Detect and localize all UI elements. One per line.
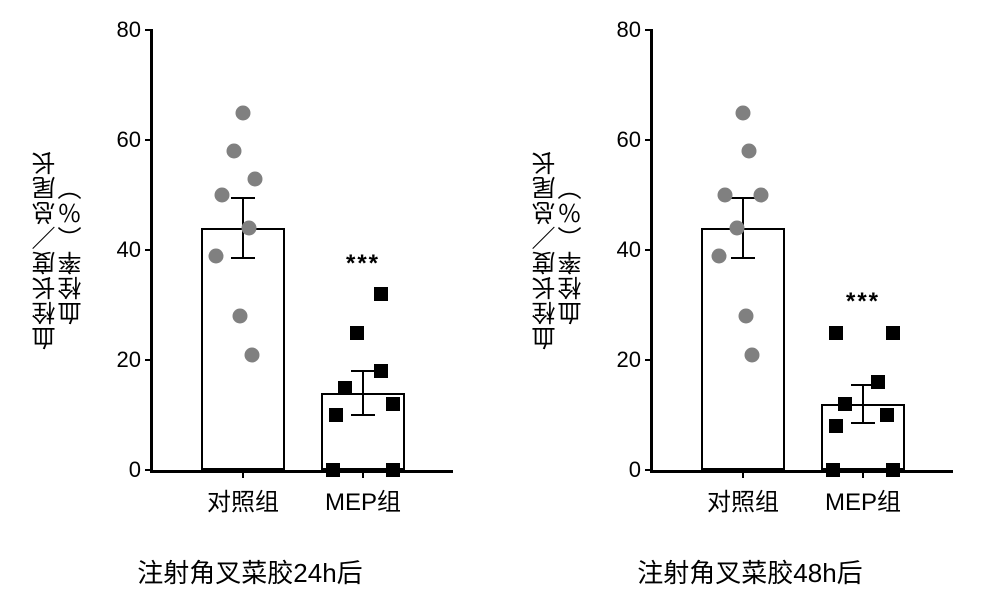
y-tick-label: 20	[617, 347, 653, 373]
y-axis-label: 血栓长度／总尾长血栓率（％）	[530, 30, 590, 470]
chart-panel-48h: 020406080对照组MEP组***血栓长度／总尾长血栓率（％）注射角叉菜胶4…	[520, 0, 980, 600]
data-point-circle	[712, 248, 727, 263]
data-point-circle	[739, 309, 754, 324]
x-tick-label: MEP组	[825, 470, 901, 517]
data-point-square	[886, 326, 900, 340]
y-tick-label: 60	[617, 127, 653, 153]
plot-area: 020406080对照组MEP组***	[150, 30, 453, 473]
y-tick-label: 20	[117, 347, 153, 373]
significance-label: ***	[346, 250, 380, 278]
data-point-circle	[209, 248, 224, 263]
plot-area: 020406080对照组MEP组***	[650, 30, 953, 473]
data-point-circle	[245, 347, 260, 362]
y-tick-label: 40	[617, 237, 653, 263]
data-point-circle	[742, 144, 757, 159]
bar	[701, 228, 785, 470]
data-point-square	[838, 397, 852, 411]
y-tick-label: 0	[629, 457, 653, 483]
data-point-square	[826, 463, 840, 477]
data-point-circle	[248, 171, 263, 186]
data-point-square	[329, 408, 343, 422]
y-axis-label-line: 血栓长度／总尾长	[34, 150, 60, 350]
data-point-circle	[730, 221, 745, 236]
panel-subtitle: 注射角叉菜胶24h后	[20, 553, 480, 590]
data-point-square	[374, 287, 388, 301]
data-point-square	[338, 381, 352, 395]
data-point-square	[350, 326, 364, 340]
data-point-circle	[718, 188, 733, 203]
significance-label: ***	[846, 288, 880, 316]
y-axis-label-line: 血栓率（％）	[560, 175, 586, 325]
data-point-circle	[233, 309, 248, 324]
y-axis-label: 血栓长度／总尾长血栓率（％）	[30, 30, 90, 470]
y-tick-label: 80	[617, 17, 653, 43]
y-axis-label-line: 血栓长度／总尾长	[534, 150, 560, 350]
data-point-circle	[736, 105, 751, 120]
y-tick-label: 40	[117, 237, 153, 263]
panel-subtitle: 注射角叉菜胶48h后	[520, 553, 980, 590]
bar	[201, 228, 285, 470]
data-point-circle	[745, 347, 760, 362]
x-tick-label: 对照组	[207, 470, 279, 517]
data-point-circle	[236, 105, 251, 120]
data-point-square	[871, 375, 885, 389]
data-point-square	[386, 397, 400, 411]
data-point-circle	[754, 188, 769, 203]
data-point-square	[386, 463, 400, 477]
y-axis-label-line: 血栓率（％）	[60, 175, 86, 325]
x-tick-label: MEP组	[325, 470, 401, 517]
data-point-circle	[215, 188, 230, 203]
y-tick-label: 80	[117, 17, 153, 43]
data-point-circle	[227, 144, 242, 159]
data-point-square	[880, 408, 894, 422]
chart-panel-24h: 020406080对照组MEP组***血栓长度／总尾长血栓率（％）注射角叉菜胶2…	[20, 0, 480, 600]
x-tick-label: 对照组	[707, 470, 779, 517]
figure-root: 020406080对照组MEP组***血栓长度／总尾长血栓率（％）注射角叉菜胶2…	[0, 0, 1000, 614]
y-tick-label: 0	[129, 457, 153, 483]
data-point-square	[886, 463, 900, 477]
data-point-square	[829, 326, 843, 340]
data-point-square	[829, 419, 843, 433]
y-tick-label: 60	[117, 127, 153, 153]
data-point-circle	[242, 221, 257, 236]
data-point-square	[374, 364, 388, 378]
data-point-square	[326, 463, 340, 477]
